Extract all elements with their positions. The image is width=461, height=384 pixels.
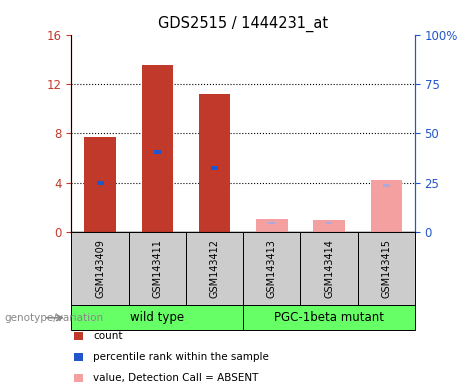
Bar: [74, 353, 83, 361]
Text: GSM143414: GSM143414: [324, 239, 334, 298]
Text: genotype/variation: genotype/variation: [5, 313, 104, 323]
Bar: [358, 232, 415, 305]
Bar: [154, 150, 161, 154]
Text: GSM143413: GSM143413: [267, 239, 277, 298]
Text: GSM143409: GSM143409: [95, 239, 105, 298]
Bar: [371, 180, 402, 232]
Text: percentile rank within the sample: percentile rank within the sample: [93, 352, 269, 362]
Text: PGC-1beta mutant: PGC-1beta mutant: [274, 311, 384, 324]
Bar: [243, 232, 301, 305]
Bar: [142, 65, 173, 232]
Bar: [74, 332, 83, 340]
Bar: [301, 232, 358, 305]
Bar: [383, 184, 390, 187]
Bar: [84, 137, 116, 232]
Text: wild type: wild type: [130, 311, 184, 324]
Bar: [313, 220, 345, 232]
Bar: [325, 222, 332, 224]
Bar: [243, 305, 415, 330]
Bar: [199, 94, 230, 232]
Bar: [97, 181, 104, 185]
Bar: [71, 232, 129, 305]
Text: GSM143411: GSM143411: [152, 239, 162, 298]
Bar: [211, 166, 218, 170]
Title: GDS2515 / 1444231_at: GDS2515 / 1444231_at: [158, 16, 328, 32]
Text: GSM143412: GSM143412: [210, 239, 219, 298]
Bar: [256, 219, 288, 232]
Text: count: count: [93, 331, 123, 341]
Bar: [74, 374, 83, 382]
Bar: [71, 305, 243, 330]
Bar: [186, 232, 243, 305]
Text: GSM143415: GSM143415: [381, 239, 391, 298]
Bar: [268, 222, 275, 224]
Bar: [129, 232, 186, 305]
Text: value, Detection Call = ABSENT: value, Detection Call = ABSENT: [93, 373, 259, 383]
